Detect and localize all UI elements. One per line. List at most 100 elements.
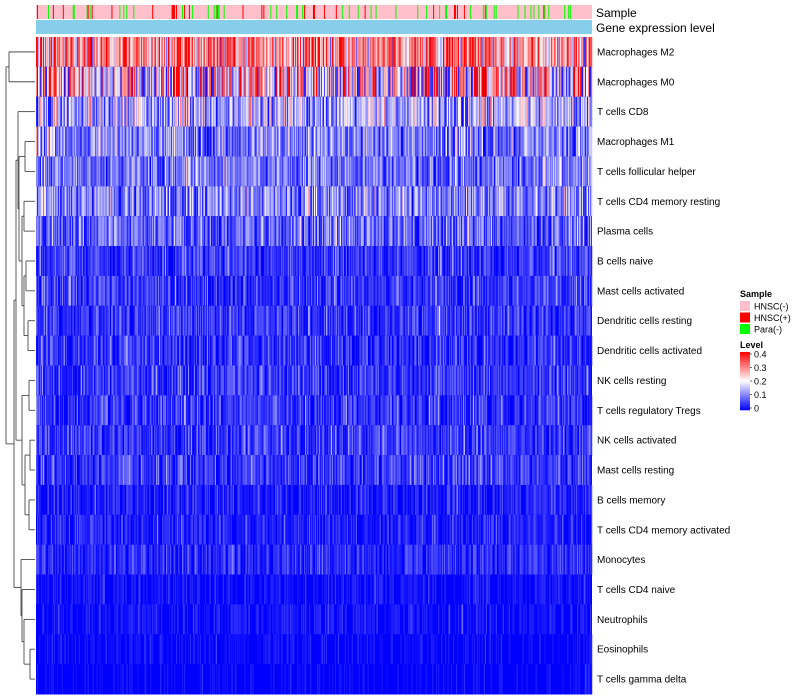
heatmap-cell [363,186,365,217]
heatmap-cell [333,66,336,98]
heatmap-cell [91,66,93,98]
heatmap-cell [274,275,276,307]
heatmap-cell [557,216,559,247]
heatmap-cell [586,275,588,307]
heatmap-cell [65,96,68,128]
heatmap-cell [589,186,591,217]
heatmap-cell [217,216,219,247]
heatmap-cell [75,96,77,128]
heatmap-cell [303,66,305,98]
heatmap-cell [240,186,242,217]
heatmap-cell [202,96,205,128]
heatmap-cell [554,96,556,128]
heatmap-cell [145,186,147,217]
heatmap-cell [76,246,78,277]
heatmap-cell [115,37,117,68]
heatmap-cell [234,246,236,277]
heatmap-cell [521,216,523,247]
heatmap-cell [36,275,39,307]
heatmap-cell [391,275,393,307]
heatmap-cell [349,156,351,187]
heatmap-cell [85,66,87,98]
heatmap-cell [415,216,417,247]
heatmap-cell [38,156,41,187]
heatmap-cell [252,156,254,187]
heatmap-cell [260,66,262,98]
heatmap-cell [520,66,522,98]
heatmap-cell [477,216,480,247]
heatmap-cell [574,275,576,307]
heatmap-cell [433,275,435,307]
heatmap-cell [503,66,505,98]
heatmap-cell [257,186,259,217]
heatmap-cell [143,246,145,277]
heatmap-cell [395,216,397,247]
heatmap-cell [368,96,370,128]
heatmap-cell [505,126,507,157]
heatmap-cell [70,66,72,98]
heatmap-cell [570,37,572,68]
heatmap-cell [79,275,81,307]
heatmap-cell [585,96,587,128]
heatmap-cell [352,186,354,217]
heatmap-cell [87,156,89,187]
heatmap-cell [487,246,489,277]
heatmap-cell [258,66,260,98]
heatmap-cell [506,275,508,307]
heatmap-cell [65,186,68,217]
heatmap-cell [311,275,313,307]
heatmap-cell [306,96,308,128]
heatmap-cell [232,305,234,337]
heatmap-cell [460,216,463,247]
heatmap-cell [372,156,374,187]
heatmap-cell [68,66,70,98]
heatmap-cell [572,37,574,68]
heatmap-cell [220,37,222,68]
heatmap-cell [166,305,168,337]
heatmap-cell [494,37,496,68]
heatmap-cell [203,305,206,337]
heatmap-cell [353,156,355,187]
heatmap-cell [88,186,90,217]
heatmap-cell [94,96,96,128]
heatmap-cell [116,126,118,157]
heatmap-cell [357,96,359,128]
heatmap-cell [233,216,235,247]
heatmap-cell [147,96,149,128]
heatmap-cell [294,126,296,157]
heatmap-cell [573,37,575,68]
heatmap-cell [557,156,559,187]
heatmap-cell [99,66,101,98]
heatmap-cell [323,216,326,247]
heatmap-cell [234,37,236,68]
heatmap-cell [110,96,112,128]
heatmap-row [36,216,592,247]
heatmap-cell [132,275,134,307]
heatmap-cell [386,275,388,307]
heatmap-cell [575,126,577,157]
heatmap-cell [351,275,353,307]
heatmap-cell [331,156,334,187]
heatmap-cell [214,156,216,187]
heatmap-cell [277,305,279,337]
heatmap-cell [241,305,243,337]
heatmap-cell [355,246,357,277]
heatmap-cell [96,156,98,187]
heatmap-cell [437,37,439,68]
heatmap-cell [569,216,571,247]
heatmap-cell [85,305,87,337]
heatmap-cell [437,275,439,307]
heatmap-cell [401,126,403,157]
heatmap-cell [251,275,253,307]
heatmap-cell [524,186,526,217]
heatmap-cell [85,156,87,187]
heatmap-cell [366,246,368,277]
heatmap-cell [66,156,69,187]
heatmap-cell [258,186,260,217]
heatmap-cell [329,156,332,187]
heatmap-cell [454,37,457,68]
heatmap-cell [202,305,205,337]
heatmap-cell [367,246,369,277]
heatmap-cell [414,96,416,128]
sample-mark [72,5,74,19]
